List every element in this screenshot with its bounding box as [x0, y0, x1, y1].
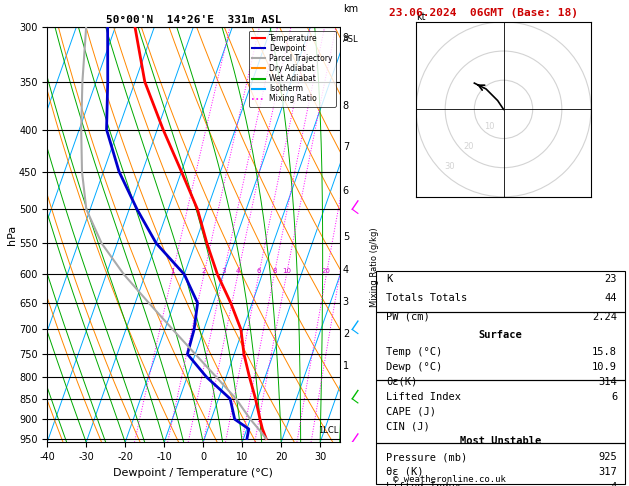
Text: 2: 2	[202, 268, 206, 275]
Text: Dewp (°C): Dewp (°C)	[386, 362, 442, 372]
Bar	[376, 312, 625, 381]
Text: Surface: Surface	[479, 330, 522, 340]
Text: 8: 8	[343, 102, 349, 111]
Text: θε (K): θε (K)	[386, 467, 423, 477]
Text: 7: 7	[343, 142, 349, 152]
Text: 1LCL: 1LCL	[318, 426, 338, 435]
Text: Most Unstable: Most Unstable	[460, 436, 541, 446]
Text: 317: 317	[598, 467, 617, 477]
Text: 20: 20	[464, 142, 474, 151]
Text: Pressure (mb): Pressure (mb)	[386, 452, 467, 462]
Text: 9: 9	[343, 34, 349, 43]
Text: 5: 5	[343, 232, 349, 242]
Text: 6: 6	[343, 186, 349, 196]
Y-axis label: hPa: hPa	[8, 225, 18, 244]
Text: 6: 6	[611, 392, 617, 401]
Text: 4: 4	[611, 482, 617, 486]
Text: 4: 4	[236, 268, 240, 275]
Text: kt: kt	[416, 12, 426, 22]
Text: 30: 30	[444, 162, 455, 171]
Text: 1: 1	[170, 268, 175, 275]
Text: 44: 44	[604, 293, 617, 303]
Text: θε(K): θε(K)	[386, 377, 417, 387]
Text: Temp (°C): Temp (°C)	[386, 347, 442, 357]
Text: K: K	[386, 274, 392, 284]
Text: ASL: ASL	[343, 35, 358, 44]
Text: 10.9: 10.9	[592, 362, 617, 372]
Bar	[376, 271, 625, 312]
Text: Totals Totals: Totals Totals	[386, 293, 467, 303]
Text: 925: 925	[598, 452, 617, 462]
Text: 2.24: 2.24	[592, 312, 617, 322]
Text: km: km	[343, 4, 358, 14]
Text: Lifted Index: Lifted Index	[386, 482, 461, 486]
Text: 20: 20	[322, 268, 331, 275]
Text: 8: 8	[272, 268, 277, 275]
Text: 10: 10	[484, 122, 494, 131]
Title: 50°00'N  14°26'E  331m ASL: 50°00'N 14°26'E 331m ASL	[106, 15, 281, 25]
Text: Mixing Ratio (g/kg): Mixing Ratio (g/kg)	[370, 227, 379, 307]
Text: Lifted Index: Lifted Index	[386, 392, 461, 401]
Text: © weatheronline.co.uk: © weatheronline.co.uk	[393, 475, 506, 484]
Text: 23: 23	[604, 274, 617, 284]
Text: 2: 2	[343, 330, 349, 340]
Text: CIN (J): CIN (J)	[386, 421, 430, 432]
Text: 3: 3	[343, 297, 349, 307]
Text: CAPE (J): CAPE (J)	[386, 406, 436, 417]
Legend: Temperature, Dewpoint, Parcel Trajectory, Dry Adiabat, Wet Adiabat, Isotherm, Mi: Temperature, Dewpoint, Parcel Trajectory…	[248, 31, 336, 106]
Text: 15.8: 15.8	[592, 347, 617, 357]
Text: 4: 4	[343, 264, 349, 275]
Bar	[376, 381, 625, 443]
Text: 6: 6	[257, 268, 261, 275]
Text: 3: 3	[221, 268, 226, 275]
Text: PW (cm): PW (cm)	[386, 312, 430, 322]
Text: 23.06.2024  06GMT (Base: 18): 23.06.2024 06GMT (Base: 18)	[389, 8, 577, 17]
Text: 1: 1	[343, 361, 349, 371]
Text: 10: 10	[282, 268, 291, 275]
Bar	[376, 443, 625, 484]
X-axis label: Dewpoint / Temperature (°C): Dewpoint / Temperature (°C)	[113, 468, 274, 478]
Text: 314: 314	[598, 377, 617, 387]
